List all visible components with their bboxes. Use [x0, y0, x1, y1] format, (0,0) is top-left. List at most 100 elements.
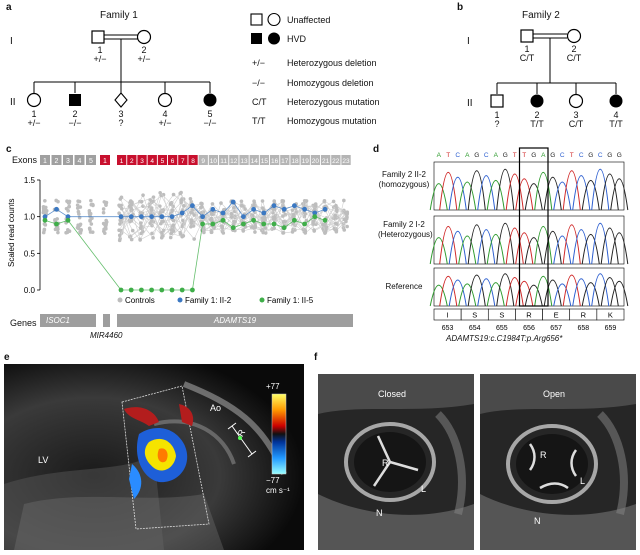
echo-lv-label: LV — [38, 455, 49, 465]
exon-label: 22 — [332, 158, 340, 165]
trace-peak — [458, 181, 477, 211]
trace-peak — [458, 283, 477, 307]
control-point — [260, 199, 265, 203]
f1-II3-diamond — [114, 92, 128, 108]
control-point — [263, 226, 268, 230]
series-II-2-point — [190, 203, 195, 209]
base-letter: T — [446, 152, 450, 159]
exon-box — [100, 155, 110, 165]
exon-label: 20 — [312, 158, 320, 165]
control-point — [87, 212, 92, 217]
trace-peak — [486, 282, 505, 307]
exon-box — [259, 155, 270, 165]
trace-peak — [439, 275, 458, 307]
control-point — [189, 200, 194, 204]
series-II-2-point — [281, 206, 287, 212]
y-tick-label: 0.0 — [24, 286, 36, 295]
y-tick-label: 1.0 — [24, 213, 36, 222]
control-point — [181, 218, 185, 223]
control-point — [311, 219, 316, 223]
series-II-5-point — [302, 221, 307, 227]
exon-label: 19 — [302, 158, 310, 165]
series-II-5-point — [261, 221, 267, 227]
exon-label: 1 — [103, 158, 107, 165]
exon-box — [208, 155, 219, 165]
control-point — [312, 228, 316, 232]
control-point — [41, 230, 46, 235]
panel-e-letter: e — [4, 352, 10, 363]
exon-box — [178, 155, 188, 165]
trace-peak — [600, 227, 619, 265]
exon-label: 4 — [78, 158, 82, 165]
y-tick-label: 0.5 — [24, 249, 36, 258]
f1-II5-circle — [203, 93, 217, 107]
control-point — [344, 210, 348, 215]
control-point — [313, 203, 318, 208]
trace-peak — [477, 175, 496, 211]
legend-label: Controls — [125, 296, 155, 305]
control-point — [119, 206, 124, 211]
control-point — [202, 230, 206, 235]
control-point — [141, 193, 145, 197]
trace-peak — [524, 284, 543, 307]
control-point — [54, 198, 59, 203]
control-point — [158, 190, 162, 195]
trace-peak — [562, 274, 581, 307]
series-II-5-point — [159, 287, 165, 293]
exon-label: 23 — [342, 158, 350, 165]
trace-peak — [448, 176, 467, 211]
trace-peak — [496, 223, 515, 265]
trace-peak — [505, 173, 524, 211]
trace-peak — [477, 229, 496, 265]
control-point — [75, 203, 80, 207]
aa-position: 659 — [605, 325, 617, 332]
legend-text-4: Homozygous mutation — [287, 116, 377, 126]
trace-peak — [562, 170, 581, 211]
aa-letter: R — [581, 311, 587, 320]
control-point — [171, 192, 176, 197]
control-point — [182, 204, 186, 208]
aa-position: 656 — [523, 325, 535, 332]
echo-doppler-image — [4, 364, 304, 550]
trace-peak — [534, 275, 553, 307]
control-point — [150, 231, 154, 236]
control-point — [130, 228, 135, 233]
control-point — [261, 230, 265, 235]
control-point — [229, 215, 234, 219]
f2-gen-II: II — [467, 98, 473, 109]
control-point — [87, 209, 92, 213]
legend-sym-4: T/T — [252, 116, 266, 126]
control-point — [253, 230, 257, 234]
trace-peak — [496, 273, 515, 307]
base-letter: G — [607, 152, 612, 159]
series-II-5-point — [251, 217, 256, 223]
base-letter: C — [579, 152, 584, 159]
control-point — [209, 230, 214, 234]
control-point — [219, 201, 223, 205]
base-letter: T — [570, 152, 574, 159]
series-II-2-point — [292, 203, 297, 209]
control-point — [281, 231, 285, 235]
series-II-5-point — [322, 217, 328, 223]
exon-label: 6 — [171, 158, 175, 165]
base-letter: C — [560, 152, 565, 159]
control-point — [232, 219, 236, 224]
base-letter: A — [437, 152, 442, 159]
series-II-5-point — [139, 287, 144, 293]
control-point — [221, 231, 226, 235]
control-point — [220, 224, 225, 229]
f1-II1-circle — [26, 92, 42, 108]
control-point — [294, 210, 298, 214]
series-II-5-point — [220, 217, 226, 223]
trace-peak — [610, 281, 629, 307]
control-point — [67, 205, 71, 209]
control-point — [188, 196, 193, 201]
base-letter: A — [541, 152, 546, 159]
f1-II2-square — [69, 94, 81, 106]
series-II-2-point — [128, 214, 134, 220]
f2-II1-label: 1? — [494, 110, 500, 129]
trace-peak — [467, 170, 486, 211]
control-point — [189, 224, 193, 229]
control-point — [161, 234, 165, 238]
closed-R: R — [382, 458, 389, 468]
